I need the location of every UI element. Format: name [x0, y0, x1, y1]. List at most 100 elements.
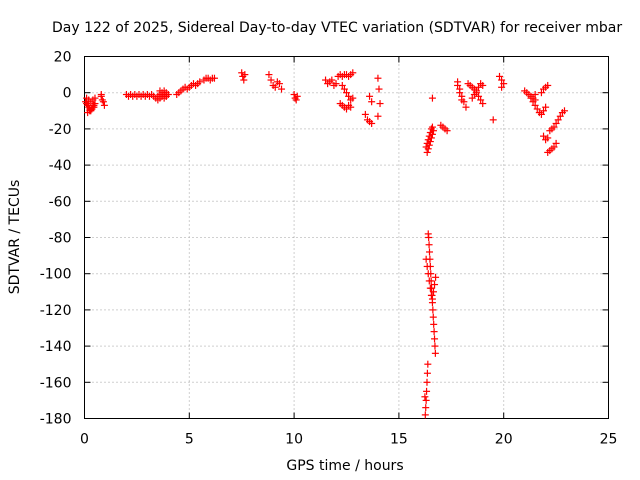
data-point — [427, 134, 435, 142]
data-point — [422, 404, 430, 412]
data-point — [425, 234, 433, 241]
data-point — [462, 103, 470, 111]
data-point — [423, 369, 431, 377]
grid-lines — [84, 56, 609, 419]
data-point — [278, 85, 286, 93]
y-tick-label: -120 — [40, 303, 72, 319]
data-point — [550, 123, 558, 131]
data-point — [430, 328, 438, 336]
data-point — [293, 92, 301, 100]
x-tick-label: 10 — [285, 432, 303, 448]
data-point — [422, 396, 430, 404]
data-point — [432, 273, 440, 281]
data-point — [529, 98, 537, 106]
data-point — [267, 76, 275, 84]
data-point — [421, 411, 429, 419]
data-point — [347, 103, 355, 111]
y-tick-labels: -180 -160 -140 -120 -100 -80 -60 -40 -20 0 20 — [40, 50, 72, 428]
data-point — [322, 76, 330, 84]
data-point — [468, 94, 476, 102]
data-point — [429, 306, 437, 314]
data-point — [544, 81, 552, 89]
data-point — [544, 134, 552, 142]
data-point — [343, 105, 350, 113]
data-point — [423, 378, 431, 386]
data-point — [427, 270, 435, 278]
data-point — [210, 74, 218, 82]
data-point — [196, 78, 204, 86]
data-point — [366, 92, 374, 100]
data-point — [431, 342, 439, 350]
data-point — [332, 80, 340, 88]
chart-title: Day 122 of 2025, Sidereal Day-to-day VTE… — [52, 20, 622, 36]
data-point — [423, 387, 431, 395]
data-point — [527, 94, 535, 102]
data-point — [428, 291, 436, 299]
data-point — [479, 81, 487, 89]
data-point — [375, 85, 383, 93]
data-point — [238, 69, 246, 77]
data-point — [537, 89, 545, 97]
data-point — [456, 89, 464, 97]
data-point — [426, 262, 434, 270]
data-point — [275, 80, 283, 88]
data-point — [426, 255, 434, 263]
data-point — [376, 100, 384, 108]
data-point — [97, 91, 105, 99]
data-point — [340, 85, 348, 93]
y-tick-label: 20 — [54, 50, 72, 66]
y-tick-label: -100 — [40, 267, 72, 283]
data-point — [477, 96, 485, 104]
data-point — [475, 92, 483, 100]
data-point — [542, 103, 550, 111]
data-point — [428, 284, 436, 292]
data-point — [345, 92, 353, 100]
data-point — [500, 80, 508, 88]
data-point — [424, 360, 432, 368]
data-point — [426, 138, 434, 146]
data-point — [470, 91, 478, 99]
data-point — [498, 76, 506, 84]
y-axis-label: SDTVAR / TECUs — [7, 180, 23, 295]
x-tick-label: 25 — [600, 432, 618, 448]
data-point — [271, 83, 279, 91]
data-point — [423, 148, 431, 156]
data-point — [265, 71, 273, 79]
data-point — [560, 107, 568, 115]
data-points — [82, 69, 568, 419]
y-tick-label: -140 — [40, 339, 72, 355]
data-point — [338, 81, 346, 89]
data-point — [556, 112, 564, 120]
data-point — [100, 101, 108, 109]
data-point — [425, 241, 433, 249]
y-tick-label: -20 — [49, 122, 72, 138]
data-point — [496, 72, 504, 80]
data-point — [458, 96, 466, 104]
data-point — [368, 98, 376, 106]
data-point — [424, 145, 432, 153]
data-point — [425, 141, 433, 149]
data-point — [429, 288, 437, 296]
x-tick-label: 0 — [80, 432, 89, 448]
data-point — [552, 139, 560, 147]
data-point — [349, 94, 357, 102]
data-point — [429, 127, 437, 135]
data-point — [531, 101, 539, 109]
data-point — [431, 349, 439, 357]
data-point — [540, 107, 548, 115]
data-point — [537, 110, 545, 118]
y-tick-label: -80 — [49, 231, 72, 247]
data-point — [427, 277, 435, 285]
data-point — [554, 116, 562, 124]
data-point — [428, 130, 436, 138]
data-point — [489, 116, 497, 124]
x-tick-label: 5 — [185, 432, 194, 448]
data-point — [368, 119, 376, 127]
data-point — [430, 320, 438, 328]
data-point — [99, 98, 107, 106]
plot-frame — [84, 56, 609, 419]
data-point — [475, 83, 483, 91]
data-point — [428, 299, 436, 307]
data-point — [540, 132, 548, 140]
